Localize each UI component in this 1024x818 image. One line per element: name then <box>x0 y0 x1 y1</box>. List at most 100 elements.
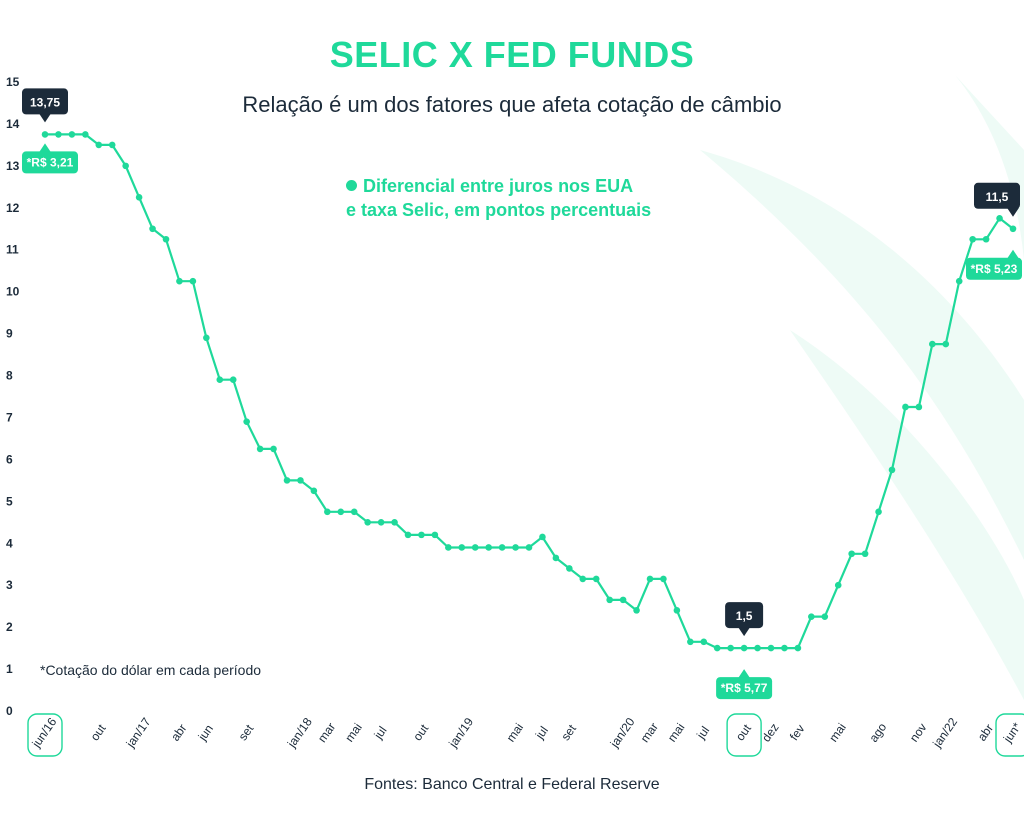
data-point <box>203 334 210 342</box>
y-tick-label: 11 <box>6 243 19 257</box>
x-tick-label: jan/18 <box>284 715 315 751</box>
x-tick-label: jul <box>693 724 712 743</box>
data-point <box>41 131 49 138</box>
data-point <box>552 554 560 562</box>
watermark-shape <box>955 75 1024 260</box>
x-tick-label: mai <box>504 721 527 745</box>
data-point <box>310 487 318 495</box>
data-point <box>808 613 815 620</box>
watermark-shape <box>700 150 1024 560</box>
data-point <box>216 376 224 384</box>
dollar-badge-pointer <box>1007 249 1019 259</box>
x-tick-label: jan/22 <box>929 715 960 751</box>
dollar-badge-label: *R$ 5,77 <box>721 681 768 695</box>
data-point <box>377 519 385 526</box>
y-tick-label: 6 <box>6 452 13 466</box>
data-point <box>256 445 264 453</box>
data-point <box>740 644 748 652</box>
data-point <box>821 613 829 620</box>
data-point <box>68 131 76 138</box>
x-tick-label: jan/19 <box>445 715 476 751</box>
y-tick-label: 7 <box>6 410 13 424</box>
data-point <box>969 235 976 243</box>
value-callout-pointer <box>1007 207 1019 217</box>
data-point <box>592 575 600 583</box>
legend-entry-line2: e taxa Selic, em pontos percentuais <box>346 198 686 222</box>
data-point <box>875 508 882 516</box>
y-tick-label: 15 <box>6 75 20 89</box>
x-tick-label: fev <box>787 722 808 743</box>
x-tick-label: mar <box>315 720 338 745</box>
value-callout-label: 11,5 <box>986 190 1009 204</box>
data-point <box>915 403 923 411</box>
y-tick-label: 10 <box>6 285 20 299</box>
dollar-badge-box <box>716 677 773 700</box>
data-point <box>135 194 143 201</box>
legend-entry: Diferencial entre juros nos EUA <box>346 174 686 198</box>
data-point <box>404 531 412 539</box>
data-point <box>861 550 869 558</box>
x-tick-label: set <box>236 721 257 743</box>
value-callout-pointer <box>39 113 51 123</box>
data-point <box>324 508 331 516</box>
data-point <box>95 141 103 149</box>
x-tick-label: abr <box>168 721 189 743</box>
x-tick-label: jan/20 <box>607 715 638 751</box>
data-point <box>996 214 1003 222</box>
data-point <box>982 235 990 243</box>
value-callout-label: 1,5 <box>736 609 753 623</box>
x-tick-label: jul <box>532 724 551 743</box>
legend: Diferencial entre juros nos EUA e taxa S… <box>346 174 686 222</box>
data-point <box>888 466 896 474</box>
data-point <box>727 644 734 652</box>
data-point <box>579 575 587 583</box>
data-point <box>539 533 546 541</box>
dollar-badge-box <box>22 151 78 174</box>
x-tick-label: ago <box>866 720 889 745</box>
data-point <box>713 644 721 652</box>
x-tick-label: out <box>733 721 754 743</box>
data-point <box>700 638 708 646</box>
chart-subtitle: Relação é um dos fatores que afeta cotaç… <box>242 92 782 117</box>
value-callout-box <box>974 182 1020 209</box>
x-tick-label: abr <box>975 721 996 743</box>
data-point <box>337 508 345 516</box>
x-tick-label: jun* <box>1000 720 1024 746</box>
data-point <box>754 644 761 652</box>
data-point <box>512 544 519 551</box>
data-point <box>270 445 277 453</box>
data-point <box>834 581 842 589</box>
footnote: *Cotação do dólar em cada período <box>40 662 262 678</box>
x-tick-label: jul <box>371 724 390 743</box>
value-callout-box <box>22 88 68 115</box>
x-tick-label: dez <box>759 721 782 745</box>
dollar-badge-pointer <box>39 143 51 153</box>
dollar-badge-box <box>966 257 1022 280</box>
data-point <box>525 544 533 551</box>
data-point <box>673 607 681 614</box>
x-tick-highlight-box <box>27 713 63 757</box>
x-tick-label: out <box>410 721 431 743</box>
data-point <box>364 519 371 526</box>
data-point <box>848 550 855 558</box>
data-point <box>297 477 304 484</box>
x-tick-label: out <box>88 721 109 743</box>
data-point <box>418 531 425 539</box>
x-tick-label: mai <box>665 721 688 745</box>
data-point <box>391 519 398 526</box>
data-point <box>1009 225 1017 233</box>
data-point <box>471 544 479 551</box>
y-tick-label: 8 <box>6 369 13 383</box>
data-point <box>646 575 654 583</box>
y-tick-label: 13 <box>6 159 20 173</box>
dollar-badge-label: *R$ 5,23 <box>971 262 1018 276</box>
data-point <box>229 376 237 384</box>
y-tick-label: 14 <box>6 117 20 131</box>
y-tick-label: 4 <box>6 536 13 550</box>
data-point <box>767 644 775 652</box>
data-point <box>283 477 291 484</box>
data-point <box>350 508 358 516</box>
x-tick-highlight-box <box>726 713 762 757</box>
legend-label-line1: Diferencial entre juros nos EUA <box>363 176 634 196</box>
